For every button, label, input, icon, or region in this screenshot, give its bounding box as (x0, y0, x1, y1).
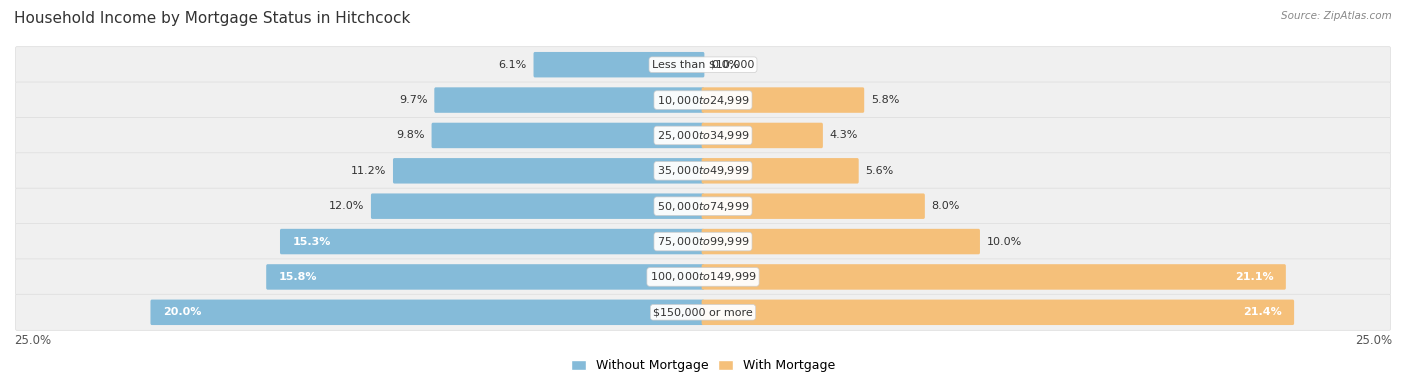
FancyBboxPatch shape (15, 259, 1391, 295)
FancyBboxPatch shape (266, 264, 704, 290)
Text: 25.0%: 25.0% (1355, 334, 1392, 347)
FancyBboxPatch shape (432, 123, 704, 148)
FancyBboxPatch shape (15, 224, 1391, 260)
Text: 0.0%: 0.0% (711, 60, 740, 70)
Text: $50,000 to $74,999: $50,000 to $74,999 (657, 200, 749, 213)
Text: 9.8%: 9.8% (396, 130, 425, 141)
Text: $35,000 to $49,999: $35,000 to $49,999 (657, 164, 749, 177)
FancyBboxPatch shape (702, 300, 1294, 325)
Text: Source: ZipAtlas.com: Source: ZipAtlas.com (1281, 11, 1392, 21)
FancyBboxPatch shape (702, 158, 859, 184)
Text: 21.1%: 21.1% (1234, 272, 1274, 282)
FancyBboxPatch shape (533, 52, 704, 77)
FancyBboxPatch shape (15, 188, 1391, 224)
FancyBboxPatch shape (15, 82, 1391, 118)
Text: $150,000 or more: $150,000 or more (654, 307, 752, 317)
Text: Household Income by Mortgage Status in Hitchcock: Household Income by Mortgage Status in H… (14, 11, 411, 26)
FancyBboxPatch shape (434, 87, 704, 113)
Text: 15.8%: 15.8% (278, 272, 318, 282)
FancyBboxPatch shape (392, 158, 704, 184)
FancyBboxPatch shape (15, 47, 1391, 83)
Text: $10,000 to $24,999: $10,000 to $24,999 (657, 93, 749, 107)
Text: 5.6%: 5.6% (866, 166, 894, 176)
Text: 6.1%: 6.1% (498, 60, 527, 70)
FancyBboxPatch shape (15, 117, 1391, 153)
FancyBboxPatch shape (150, 300, 704, 325)
Text: 15.3%: 15.3% (292, 236, 330, 247)
FancyBboxPatch shape (702, 229, 980, 254)
FancyBboxPatch shape (280, 229, 704, 254)
Text: Less than $10,000: Less than $10,000 (652, 60, 754, 70)
Text: $75,000 to $99,999: $75,000 to $99,999 (657, 235, 749, 248)
Text: 11.2%: 11.2% (350, 166, 387, 176)
Text: 20.0%: 20.0% (163, 307, 201, 317)
Text: 12.0%: 12.0% (329, 201, 364, 211)
Text: 21.4%: 21.4% (1243, 307, 1282, 317)
FancyBboxPatch shape (702, 264, 1286, 290)
FancyBboxPatch shape (702, 193, 925, 219)
FancyBboxPatch shape (15, 294, 1391, 330)
Text: $100,000 to $149,999: $100,000 to $149,999 (650, 270, 756, 284)
Text: $25,000 to $34,999: $25,000 to $34,999 (657, 129, 749, 142)
Text: 25.0%: 25.0% (14, 334, 51, 347)
FancyBboxPatch shape (702, 87, 865, 113)
Text: 10.0%: 10.0% (987, 236, 1022, 247)
Text: 9.7%: 9.7% (399, 95, 427, 105)
FancyBboxPatch shape (702, 123, 823, 148)
Text: 8.0%: 8.0% (932, 201, 960, 211)
Text: 4.3%: 4.3% (830, 130, 858, 141)
Legend: Without Mortgage, With Mortgage: Without Mortgage, With Mortgage (565, 354, 841, 377)
FancyBboxPatch shape (15, 153, 1391, 189)
Text: 5.8%: 5.8% (872, 95, 900, 105)
FancyBboxPatch shape (371, 193, 704, 219)
